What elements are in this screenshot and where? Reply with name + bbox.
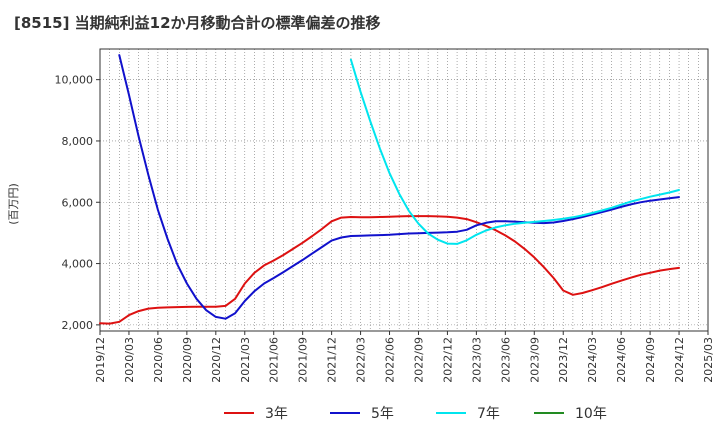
y-axis-label: (百万円): [7, 183, 20, 225]
legend-item: 3年: [224, 406, 288, 422]
x-tick-label: 2022/03: [355, 337, 368, 383]
x-tick-label: 2022/06: [384, 337, 397, 383]
x-axis: 2019/12 2020/03 2020/06 2020/09 2020/12 2021/…: [94, 331, 715, 383]
series-line: [99, 215, 680, 325]
series-3年: [99, 215, 680, 325]
series-layer: [99, 54, 680, 325]
legend-label: 7年: [477, 406, 500, 422]
series-7年: [349, 58, 680, 245]
x-tick-label: 2020/03: [123, 337, 136, 383]
y-tick-label: 2,000: [62, 319, 94, 332]
legend-item: 7年: [436, 406, 500, 422]
legend-label: 10年: [575, 406, 607, 422]
plot-area: [100, 49, 708, 331]
x-tick-label: 2022/12: [441, 337, 454, 383]
chart-title: [8515] 当期純利益12か月移動合計の標準偏差の推移: [14, 14, 381, 32]
x-tick-label: 2020/12: [210, 337, 223, 383]
x-tick-label: 2025/03: [702, 337, 715, 383]
legend-label: 5年: [371, 406, 394, 422]
x-tick-label: 2020/06: [152, 337, 165, 383]
x-tick-label: 2023/09: [528, 337, 541, 383]
x-tick-label: 2024/12: [673, 337, 686, 383]
legend-label: 3年: [265, 406, 288, 422]
x-tick-label: 2021/12: [326, 337, 339, 383]
x-tick-label: 2024/03: [586, 337, 599, 383]
x-tick-label: 2023/12: [557, 337, 570, 383]
legend: 3年 5年 7年 10年: [224, 406, 607, 422]
x-tick-label: 2019/12: [94, 337, 107, 383]
x-tick-label: 2022/09: [412, 337, 425, 383]
x-tick-label: 2020/09: [181, 337, 194, 383]
y-tick-label: 10,000: [55, 74, 94, 87]
y-tick-label: 6,000: [62, 196, 94, 209]
x-tick-label: 2021/06: [268, 337, 281, 383]
y-axis: 2,000 4,000 6,000 8,000 10,000: [55, 74, 100, 332]
x-tick-label: 2021/09: [297, 337, 310, 383]
plot-frame: [99, 48, 709, 332]
x-tick-label: 2024/06: [615, 337, 628, 383]
series-5年: [118, 54, 680, 320]
y-tick-label: 8,000: [62, 135, 94, 148]
x-tick-label: 2021/03: [239, 337, 252, 383]
x-tick-label: 2023/03: [470, 337, 483, 383]
legend-item: 5年: [330, 406, 394, 422]
x-tick-label: 2023/06: [499, 337, 512, 383]
legend-item: 10年: [534, 406, 607, 422]
series-line: [349, 58, 680, 245]
series-line: [118, 54, 680, 320]
x-tick-label: 2024/09: [644, 337, 657, 383]
y-tick-label: 4,000: [62, 258, 94, 271]
